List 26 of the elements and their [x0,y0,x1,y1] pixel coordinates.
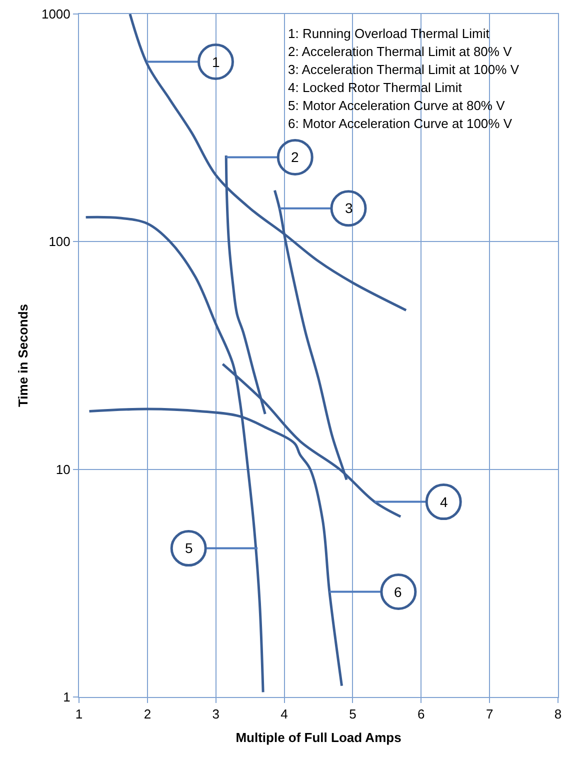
y-tick-label: 10 [56,462,70,477]
x-tick-label: 1 [75,706,83,722]
annotation: 2: Acceleration Thermal Limit at 80% V [288,44,512,59]
x-tick-label: 2 [144,706,152,722]
annotation: 5 [185,540,193,556]
x-tick-label: 3 [212,706,220,722]
annotation: 3 [345,200,353,216]
annotation: 4 [440,494,448,510]
annotation: 1: Running Overload Thermal Limit [288,26,490,41]
y-tick-label: 1000 [41,6,70,22]
annotation: 4: Locked Rotor Thermal Limit [288,80,462,95]
y-tick-label: 100 [48,234,70,250]
annotation: 6: Motor Acceleration Curve at 100% V [288,116,512,131]
y-tick-label: 1 [63,690,70,705]
annotation: 1 [212,54,220,70]
annotation: 6 [394,584,402,600]
x-tick-label: 4 [280,706,288,722]
x-axis-title: Multiple of Full Load Amps [236,730,402,746]
annotation: 2 [291,149,299,165]
x-tick-label: 5 [349,706,356,722]
x-tick-label: 6 [418,706,425,722]
annotation: 5: Motor Acceleration Curve at 80% V [288,98,506,113]
x-tick-label: 8 [554,706,562,722]
y-axis-title: Time in Seconds [15,304,30,408]
x-tick-label: 7 [486,706,494,722]
annotation: 3: Acceleration Thermal Limit at 100% V [288,62,520,77]
